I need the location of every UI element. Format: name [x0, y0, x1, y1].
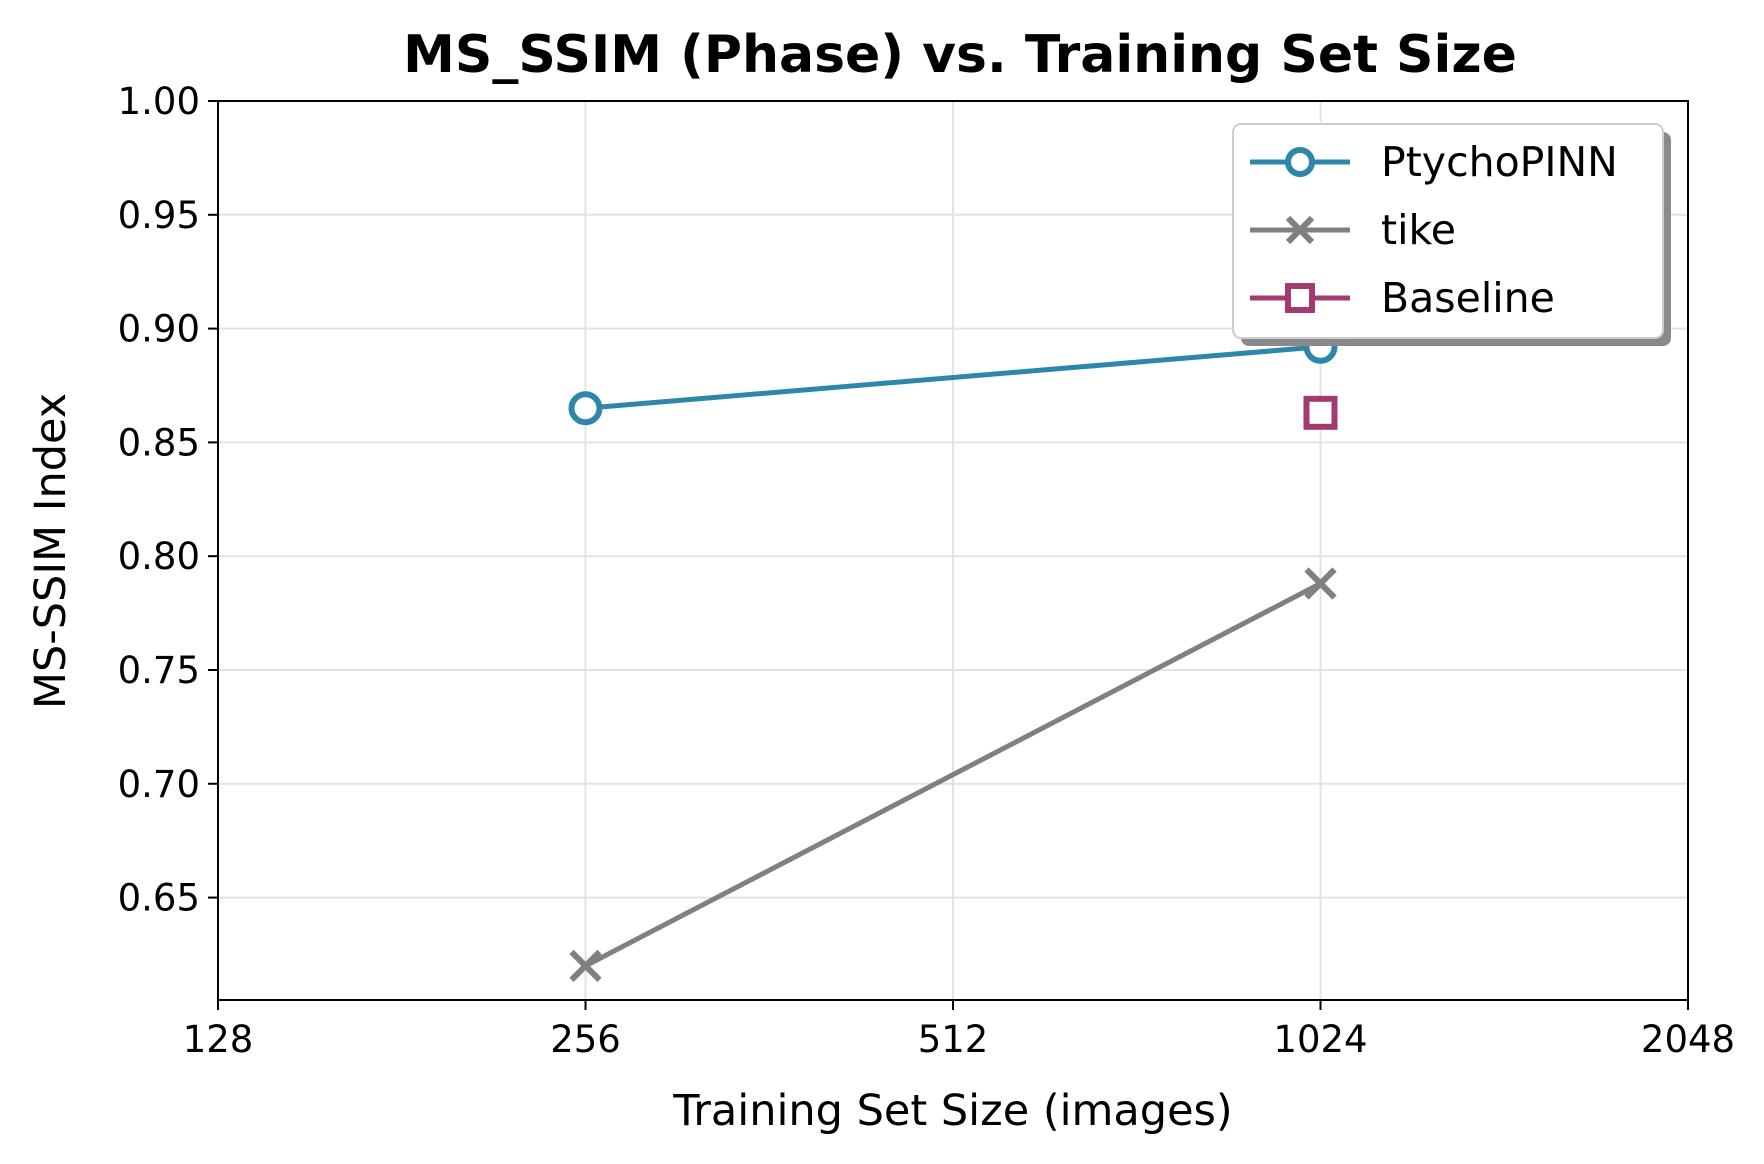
legend-label: Baseline	[1381, 274, 1555, 322]
x-marker-stroke	[569, 949, 602, 982]
data-point-tike	[569, 949, 602, 982]
series-tike	[569, 567, 1337, 982]
legend: PtychoPINN tike Baseline	[1232, 123, 1671, 346]
data-point-ptychopinn	[568, 391, 603, 426]
legend-item-tike: tike	[1250, 206, 1456, 254]
x-marker-stroke	[1304, 567, 1337, 600]
x-tick-label: 2048	[1641, 1018, 1735, 1061]
x-axis-label: Training Set Size (images)	[672, 1086, 1232, 1136]
x-marker-stroke	[1285, 215, 1315, 245]
legend-box	[1232, 123, 1664, 339]
y-tick-label: 0.65	[118, 877, 200, 920]
x-tick-label: 1024	[1273, 1018, 1367, 1061]
legend-item-baseline: Baseline	[1250, 274, 1555, 322]
x-tick-label: 512	[918, 1018, 989, 1061]
y-tick-label: 1.00	[118, 80, 200, 123]
y-axis-label: MS-SSIM Index	[26, 393, 76, 709]
series-baseline	[1303, 395, 1338, 430]
data-point-tike	[1304, 567, 1337, 600]
chart-title: MS_SSIM (Phase) vs. Training Set Size	[403, 25, 1517, 85]
y-tick-label: 0.80	[118, 535, 200, 578]
y-tick-label: 0.75	[118, 649, 200, 692]
y-tick-label: 0.85	[118, 421, 200, 464]
x-tick-label: 128	[183, 1018, 254, 1061]
y-tick-label: 0.70	[118, 763, 200, 806]
data-point-baseline	[1303, 395, 1338, 430]
legend-marker-ptychopinn	[1285, 147, 1315, 177]
series-line-tike	[584, 581, 1322, 969]
x-tick-label: 256	[550, 1018, 621, 1061]
legend-label: tike	[1381, 206, 1456, 254]
legend-label: PtychoPINN	[1381, 138, 1618, 186]
y-tick-label: 0.95	[118, 194, 200, 237]
series-line-ptychopinn	[585, 344, 1321, 411]
legend-item-ptychopinn: PtychoPINN	[1250, 138, 1618, 186]
axis-ticks: 128 256 512 1024 2048 0.65 0.70 0.75 0.80 0.85 0.9…	[118, 80, 1735, 1061]
y-tick-label: 0.90	[118, 308, 200, 351]
legend-marker-baseline	[1285, 283, 1315, 313]
legend-marker-tike	[1285, 215, 1315, 245]
